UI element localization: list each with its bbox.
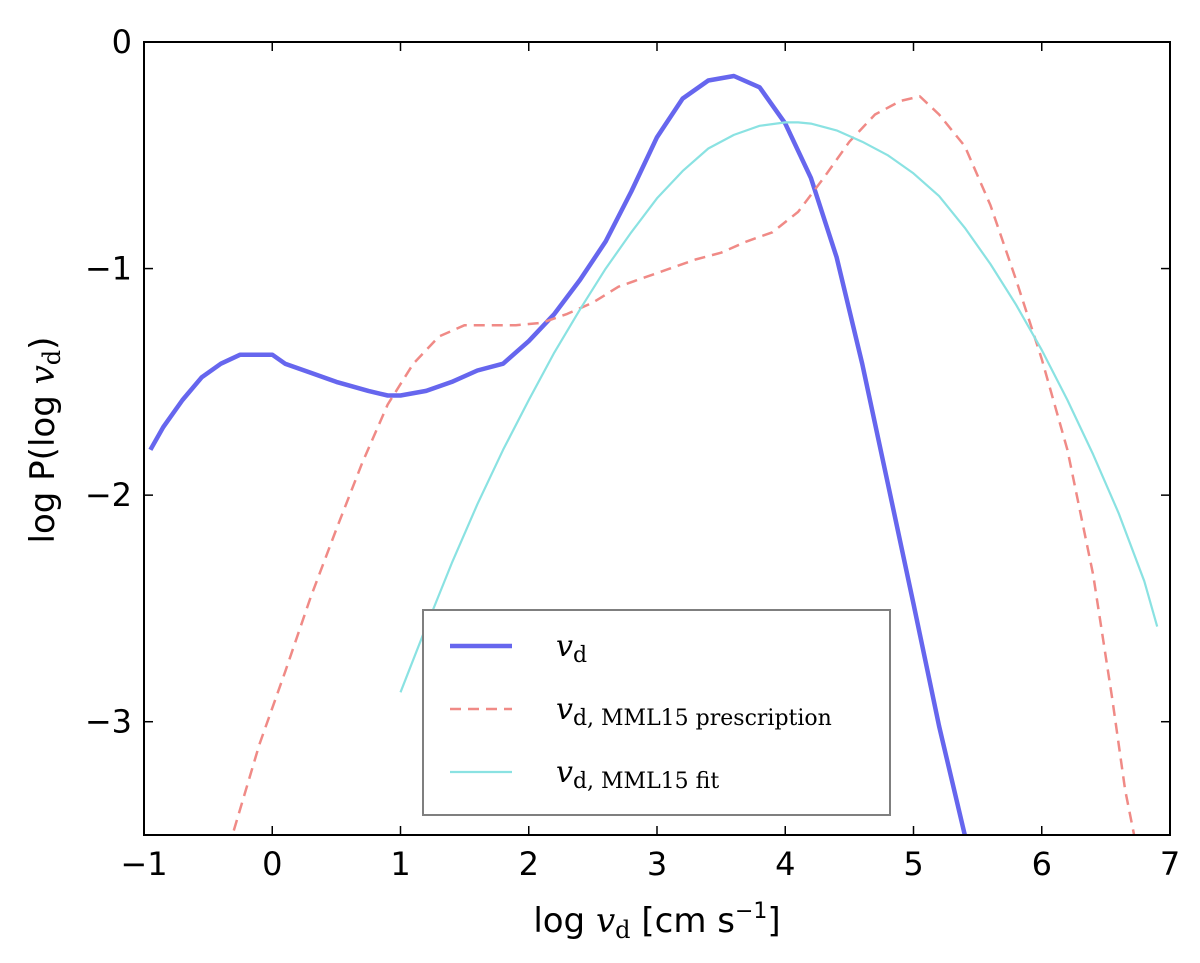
series-line-2 [399, 121, 1159, 693]
legend-entry-v-d: vd [556, 629, 587, 668]
y-axis-label-sub: d [38, 350, 66, 365]
x-axis-label-prefix: log [533, 901, 596, 941]
legend: vd vd, MML15 prescription vd, MML15 fit [422, 609, 891, 816]
x-tick-label: 6 [1032, 845, 1052, 883]
x-axis-label-var: v [596, 901, 615, 941]
x-tick-label: 1 [390, 845, 410, 883]
x-tick-label: 3 [647, 845, 667, 883]
legend-sub-2: d, MML15 fit [573, 769, 719, 794]
x-tick-label: 2 [519, 845, 539, 883]
x-tick-label: 5 [903, 845, 923, 883]
x-axis-label: log vd [cm s−1] [533, 899, 780, 944]
y-tick-label: −2 [85, 476, 132, 514]
legend-entry-mml15-fit: vd, MML15 fit [556, 755, 719, 794]
x-tick-label: 7 [1160, 845, 1180, 883]
legend-entry-mml15-prescription: vd, MML15 prescription [556, 692, 832, 731]
legend-var-2: v [556, 755, 573, 790]
series-line-0 [148, 73, 967, 835]
y-tick-label: 0 [112, 23, 132, 61]
legend-sub-1: d, MML15 prescription [573, 706, 832, 731]
series-layer [148, 73, 1159, 835]
y-axis-label: log P(log vd) [23, 337, 66, 544]
ticks-layer: −1 0 1 2 3 4 5 6 7 −3 −2 −1 0 [85, 23, 1180, 883]
x-axis-label-sub: d [615, 916, 630, 944]
legend-var-0: v [556, 629, 573, 664]
y-axis-label-close: ) [23, 337, 63, 350]
legend-var-1: v [556, 692, 573, 727]
legend-sub-0: d [573, 643, 587, 668]
x-tick-label: 0 [262, 845, 282, 883]
y-tick-label: −1 [85, 250, 132, 288]
x-axis-label-suffix: [cm s [631, 901, 735, 941]
y-axis-label-prefix: log P(log [23, 384, 63, 543]
x-axis-label-close: ] [767, 901, 780, 941]
x-tick-label: 4 [775, 845, 795, 883]
x-axis-label-sup: −1 [735, 899, 767, 924]
x-tick-label: −1 [120, 845, 167, 883]
y-axis-label-var: v [23, 365, 63, 384]
y-tick-label: −3 [85, 703, 132, 741]
